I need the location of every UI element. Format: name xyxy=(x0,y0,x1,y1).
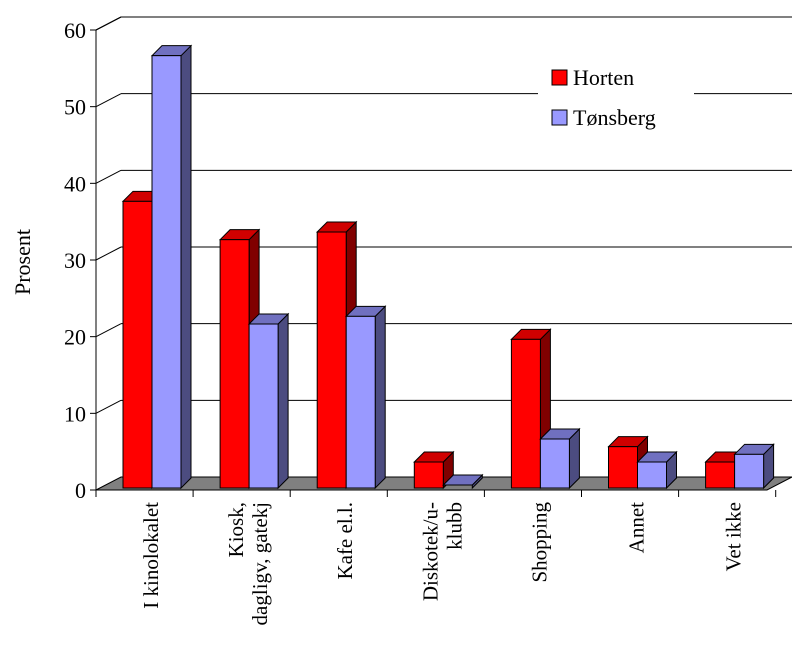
category-label: Kafe el.l. xyxy=(333,502,357,580)
bar-front xyxy=(122,200,153,489)
bar-tonsberg xyxy=(636,450,678,490)
bar-front xyxy=(637,461,667,489)
category-label: Annet xyxy=(625,502,649,553)
category-label-line: dagligv, gatekj xyxy=(248,502,272,625)
category-label-line: Annet xyxy=(625,502,649,553)
category-label-line: I kinolokalet xyxy=(139,502,163,609)
y-axis-depth-line xyxy=(95,16,122,31)
bar-top xyxy=(442,474,484,486)
category-label-line: Diskotek/u- xyxy=(418,502,442,601)
legend-label-horten: Horten xyxy=(573,65,634,90)
category-label: Diskotek/u-klubb xyxy=(418,502,466,601)
bar-tonsberg xyxy=(247,312,290,490)
legend-swatch-tonsberg xyxy=(551,109,568,126)
bar-front xyxy=(219,239,250,489)
gridline-diagonal xyxy=(95,399,122,414)
legend-label-tonsberg: Tønsberg xyxy=(573,105,656,130)
bar-tonsberg xyxy=(733,443,775,490)
bar-front xyxy=(608,446,638,489)
y-tick-label: 60 xyxy=(64,18,86,43)
bar-tonsberg xyxy=(442,473,484,490)
bar-front xyxy=(151,55,182,489)
category-label-line: Kafe el.l. xyxy=(333,502,357,580)
y-tick-label: 0 xyxy=(75,478,86,503)
category-label-line: klubb xyxy=(442,502,466,550)
gridline-diagonal xyxy=(95,323,122,338)
category-label: I kinolokalet xyxy=(139,502,163,609)
bar-front xyxy=(539,438,570,489)
bar-front xyxy=(316,231,347,489)
category-axis: I kinolokalet Kiosk,dagligv, gatekj Kafe e… xyxy=(95,489,777,625)
legend: Horten Tønsberg xyxy=(538,58,694,142)
bar-tonsberg xyxy=(344,305,387,490)
legend-swatch-horten xyxy=(551,69,568,86)
bar-front xyxy=(413,461,444,489)
category-label-line: Kiosk, xyxy=(224,502,248,557)
y-tick-label: 20 xyxy=(64,325,86,350)
category-label-line: Shopping xyxy=(527,502,551,583)
y-tick-label: 30 xyxy=(64,248,86,273)
bars xyxy=(121,44,775,490)
bar-tonsberg xyxy=(539,427,581,490)
bar-front xyxy=(734,453,765,489)
y-axis-title: Prosent xyxy=(10,229,35,295)
gridline-diagonal xyxy=(95,169,122,184)
category-label-line: Vet ikke xyxy=(722,502,746,571)
category-label: Shopping xyxy=(527,502,551,583)
category-label: Vet ikke xyxy=(722,502,746,571)
bar-front xyxy=(345,315,376,489)
value-axis: 0 10 20 30 40 50 60 xyxy=(64,16,122,503)
y-tick-label: 10 xyxy=(64,401,86,426)
bar-front xyxy=(248,323,279,489)
bar-front xyxy=(510,338,541,489)
bar-front xyxy=(705,461,736,489)
y-tick-label: 40 xyxy=(64,171,86,196)
bar-side xyxy=(374,305,386,490)
gridline-diagonal xyxy=(95,246,122,261)
bar-side xyxy=(180,44,192,490)
bar-tonsberg xyxy=(150,44,193,490)
y-tick-label: 50 xyxy=(64,95,86,120)
gridline-diagonal xyxy=(95,93,122,108)
bar-side xyxy=(277,312,289,490)
category-label: Kiosk,dagligv, gatekj xyxy=(224,502,272,625)
